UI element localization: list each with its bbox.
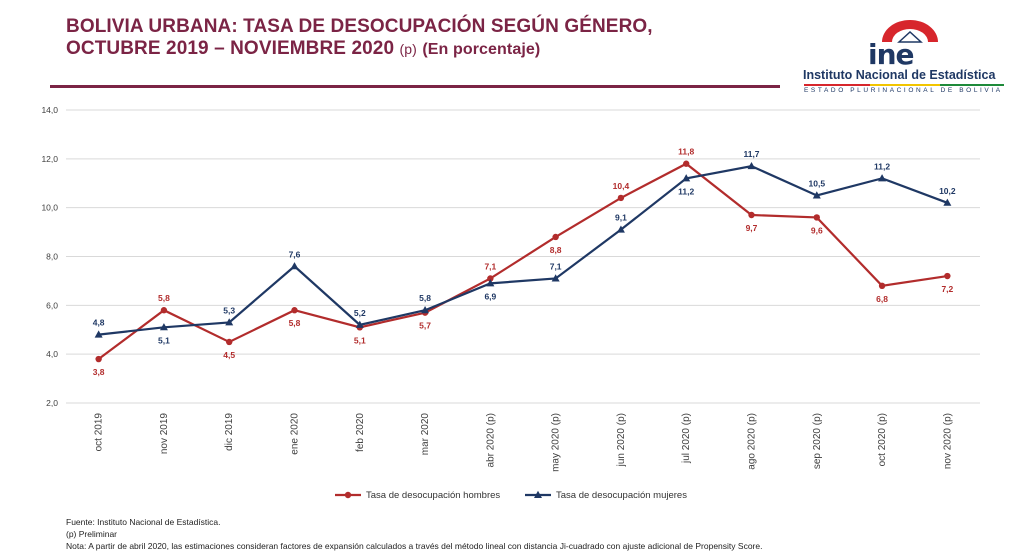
logo-subtitle: ESTADO PLURINACIONAL DE BOLIVIA: [804, 87, 1003, 94]
data-label: 5,8: [289, 318, 301, 328]
series-line-mujeres: [98, 165, 948, 336]
x-tick-label: ago 2020 (p): [747, 413, 758, 470]
data-label: 11,2: [874, 161, 890, 171]
data-point: [552, 233, 559, 241]
data-point: [290, 262, 299, 270]
data-label: 7,1: [484, 261, 496, 271]
data-point: [748, 211, 755, 219]
data-point: [878, 282, 886, 289]
legend-marker: [344, 491, 352, 499]
x-tick-label: jun 2020 (p): [616, 413, 627, 467]
chart-title: BOLIVIA URBANA: TASA DE DESOCUPACIÓN SEG…: [66, 16, 766, 61]
title-period: OCTUBRE 2019 – NOVIEMBRE 2020: [66, 38, 395, 59]
x-tick-label: feb 2020: [355, 413, 366, 452]
data-label: 8,8: [550, 245, 562, 255]
data-label: 5,3: [223, 305, 235, 315]
data-label: 5,1: [354, 335, 366, 345]
legend-marker: [534, 490, 542, 498]
data-label: 6,8: [876, 294, 888, 304]
data-point: [95, 355, 102, 363]
footer-source: Fuente: Instituto Nacional de Estadístic…: [66, 517, 221, 527]
line-chart: 2,0 4,0 6,0 8,0 10,0 12,0 14,0 oct 2019 nov 2019…: [41, 105, 980, 501]
data-label: 10,4: [613, 181, 630, 191]
data-label: 10,5: [809, 178, 826, 188]
x-tick-label: mar 2020: [420, 413, 431, 456]
data-label: 9,1: [615, 213, 627, 223]
data-label: 5,1: [158, 335, 170, 345]
data-point: [943, 198, 952, 206]
y-tick-label: 2,0: [46, 398, 58, 408]
data-point: [616, 225, 625, 233]
data-point: [813, 214, 820, 221]
data-label: 5,7: [419, 321, 431, 331]
legend-label: Tasa de desocupación hombres: [366, 490, 500, 501]
data-point: [878, 174, 887, 182]
data-point: [944, 272, 951, 280]
y-tick-label: 8,0: [46, 252, 58, 262]
title-line-1: BOLIVIA URBANA: TASA DE DESOCUPACIÓN SEG…: [66, 16, 653, 37]
data-label: 7,6: [289, 249, 301, 259]
title-divider: [50, 85, 780, 88]
data-point: [812, 191, 821, 199]
data-label: 5,8: [419, 293, 431, 303]
data-label: 11,8: [678, 147, 694, 157]
x-tick-label: nov 2019: [159, 413, 170, 455]
y-tick-label: 10,0: [41, 203, 58, 213]
data-label: 11,2: [678, 186, 694, 196]
data-label: 5,2: [354, 308, 366, 318]
data-point: [421, 306, 430, 314]
logo-name: Instituto Nacional de Estadística: [803, 68, 996, 82]
data-label: 7,1: [550, 261, 562, 271]
data-label: 9,6: [811, 225, 823, 235]
title-line-2: OCTUBRE 2019 – NOVIEMBRE 2020 (p) (En po…: [66, 38, 766, 61]
y-tick-label: 4,0: [46, 349, 58, 359]
data-point: [94, 330, 103, 338]
data-label: 5,8: [158, 293, 170, 303]
data-point: [682, 174, 691, 182]
footer-preliminary: (p) Preliminar: [66, 529, 118, 539]
data-point: [487, 275, 494, 282]
data-label: 3,8: [93, 367, 105, 377]
data-point: [225, 318, 234, 326]
data-point: [747, 161, 756, 170]
y-tick-label: 14,0: [41, 105, 58, 115]
x-tick-label: abr 2020 (p): [485, 413, 496, 467]
y-tick-label: 12,0: [41, 154, 58, 164]
legend-label: Tasa de desocupación mujeres: [556, 490, 687, 501]
data-point: [226, 338, 233, 346]
x-tick-label: nov 2020 (p): [942, 413, 953, 469]
data-label: 9,7: [746, 223, 758, 233]
data-label: 4,5: [223, 350, 235, 360]
data-point: [355, 320, 364, 328]
data-point: [486, 279, 495, 287]
series-line-hombres: [97, 162, 948, 360]
x-tick-label: sep 2020 (p): [812, 413, 823, 469]
data-point: [291, 307, 298, 314]
x-tick-label: may 2020 (p): [551, 413, 562, 472]
data-label: 4,8: [93, 318, 105, 328]
x-tick-label: oct 2019: [94, 413, 105, 452]
x-tick-label: ene 2020: [290, 413, 301, 455]
title-unit: (En porcentaje): [422, 41, 541, 58]
data-point: [551, 274, 560, 282]
logo-acronym: ine: [868, 38, 915, 71]
x-tick-label: dic 2019: [224, 413, 235, 451]
data-label: 6,9: [484, 291, 496, 301]
footer-notes: Fuente: Instituto Nacional de Estadístic…: [66, 516, 762, 552]
footer-note: Nota: A partir de abril 2020, las estima…: [66, 541, 763, 551]
data-label: 11,7: [743, 149, 759, 159]
title-preliminary-mark: (p): [399, 41, 417, 57]
data-point: [159, 323, 168, 331]
data-label: 10,2: [939, 186, 956, 196]
ine-logo-icon: [804, 20, 1004, 86]
y-tick-label: 6,0: [46, 300, 58, 310]
x-tick-label: oct 2020 (p): [877, 413, 888, 466]
data-label: 7,2: [941, 284, 953, 294]
data-point: [617, 194, 625, 202]
data-point: [160, 307, 168, 314]
x-tick-label: jul 2020 (p): [681, 413, 692, 464]
data-point: [683, 160, 690, 167]
